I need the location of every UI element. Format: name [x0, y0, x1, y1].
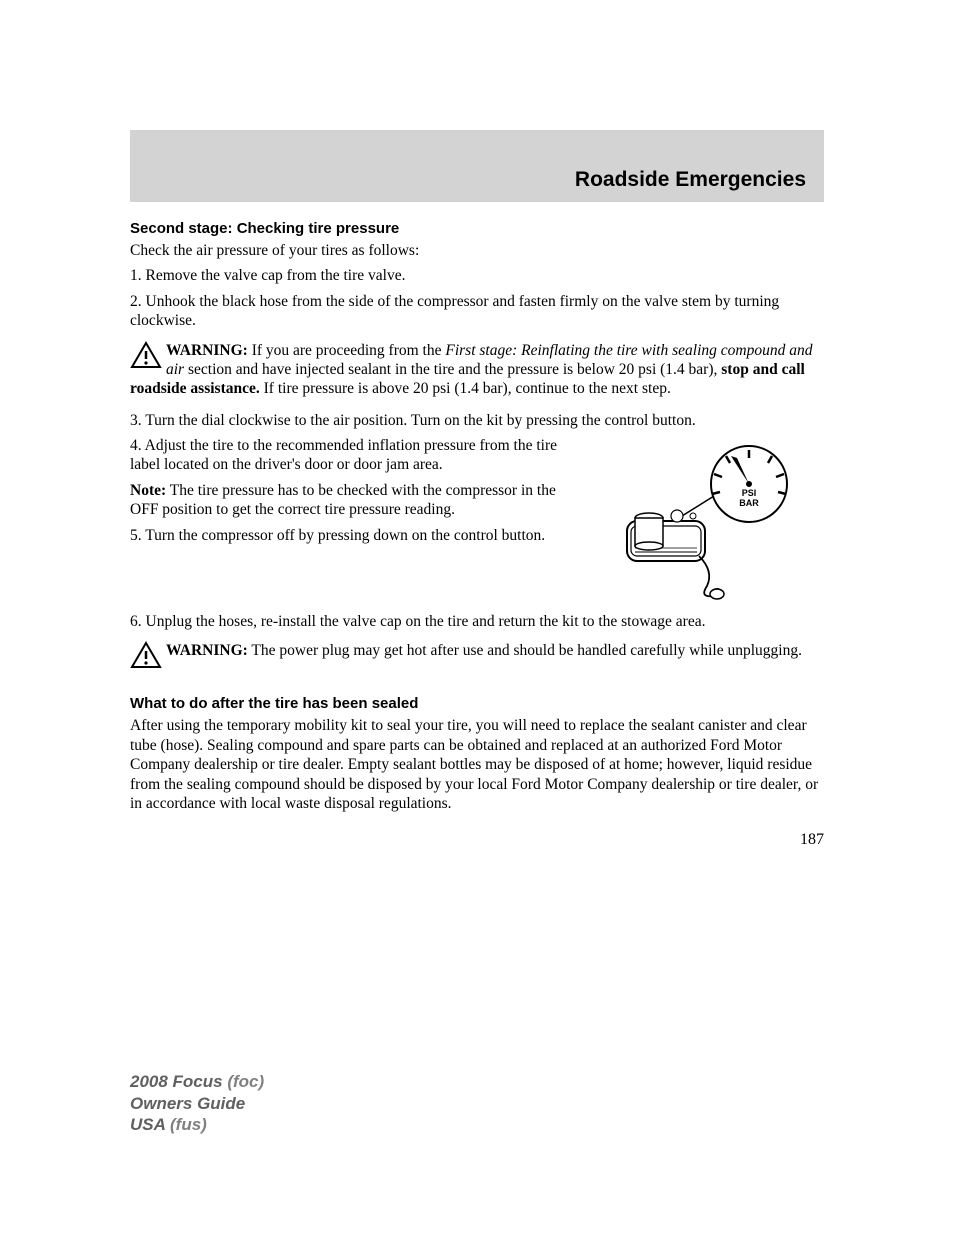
warning1-part2: section and have injected sealant in the…: [184, 361, 721, 378]
warning2-label: WARNING:: [166, 642, 248, 659]
section1-intro: Check the air pressure of your tires as …: [130, 241, 824, 260]
page-number: 187: [130, 831, 824, 849]
header-title: Roadside Emergencies: [575, 168, 806, 192]
warning-2-text: WARNING: The power plug may get hot afte…: [166, 642, 802, 659]
step-2: 2. Unhook the black hose from the side o…: [130, 292, 824, 331]
footer-line3: USA (fus): [130, 1114, 264, 1135]
step-6: 6. Unplug the hoses, re-install the valv…: [130, 612, 824, 631]
gauge-psi: PSI: [742, 488, 757, 498]
warning1-part1: If you are proceeding from the: [248, 342, 446, 359]
step-3: 3. Turn the dial clockwise to the air po…: [130, 411, 824, 430]
warning-triangle-icon-2: [130, 641, 162, 669]
note-block: Note: The tire pressure has to be checke…: [130, 481, 582, 520]
section1-heading: Second stage: Checking tire pressure: [130, 220, 824, 237]
footer-block: 2008 Focus (foc) Owners Guide USA (fus): [130, 1071, 264, 1135]
footer-region: USA: [130, 1115, 170, 1134]
gauge-bar: BAR: [739, 498, 759, 508]
page-container: Roadside Emergencies Second stage: Check…: [0, 0, 954, 1235]
step4-left-col: 4. Adjust the tire to the recommended in…: [130, 436, 582, 551]
note-text: The tire pressure has to be checked with…: [130, 482, 556, 518]
warning2-body: The power plug may get hot after use and…: [248, 642, 802, 659]
footer-code2: (fus): [170, 1115, 207, 1134]
note-label: Note:: [130, 482, 166, 499]
warning-label: WARNING:: [166, 342, 248, 359]
compressor-illustration: PSI BAR: [594, 436, 824, 606]
spacer: [130, 681, 824, 695]
section2-body: After using the temporary mobility kit t…: [130, 716, 824, 813]
footer-code1: (foc): [227, 1072, 264, 1091]
warning-1: WARNING: If you are proceeding from the …: [130, 341, 824, 399]
section2-heading: What to do after the tire has been seale…: [130, 695, 824, 712]
step-5: 5. Turn the compressor off by pressing d…: [130, 526, 582, 545]
warning-triangle-icon: [130, 341, 162, 369]
footer-line1: 2008 Focus (foc): [130, 1071, 264, 1092]
step4-row: 4. Adjust the tire to the recommended in…: [130, 436, 824, 606]
header-band: Roadside Emergencies: [130, 130, 824, 202]
step-1: 1. Remove the valve cap from the tire va…: [130, 266, 824, 285]
footer-model: 2008 Focus: [130, 1072, 227, 1091]
footer-line2: Owners Guide: [130, 1093, 264, 1114]
warning-2: WARNING: The power plug may get hot afte…: [130, 641, 824, 669]
compressor-gauge-icon: PSI BAR: [599, 436, 819, 606]
step-4: 4. Adjust the tire to the recommended in…: [130, 436, 582, 475]
warning1-part3: If tire pressure is above 20 psi (1.4 ba…: [260, 380, 671, 397]
warning-1-text: WARNING: If you are proceeding from the …: [130, 342, 812, 398]
